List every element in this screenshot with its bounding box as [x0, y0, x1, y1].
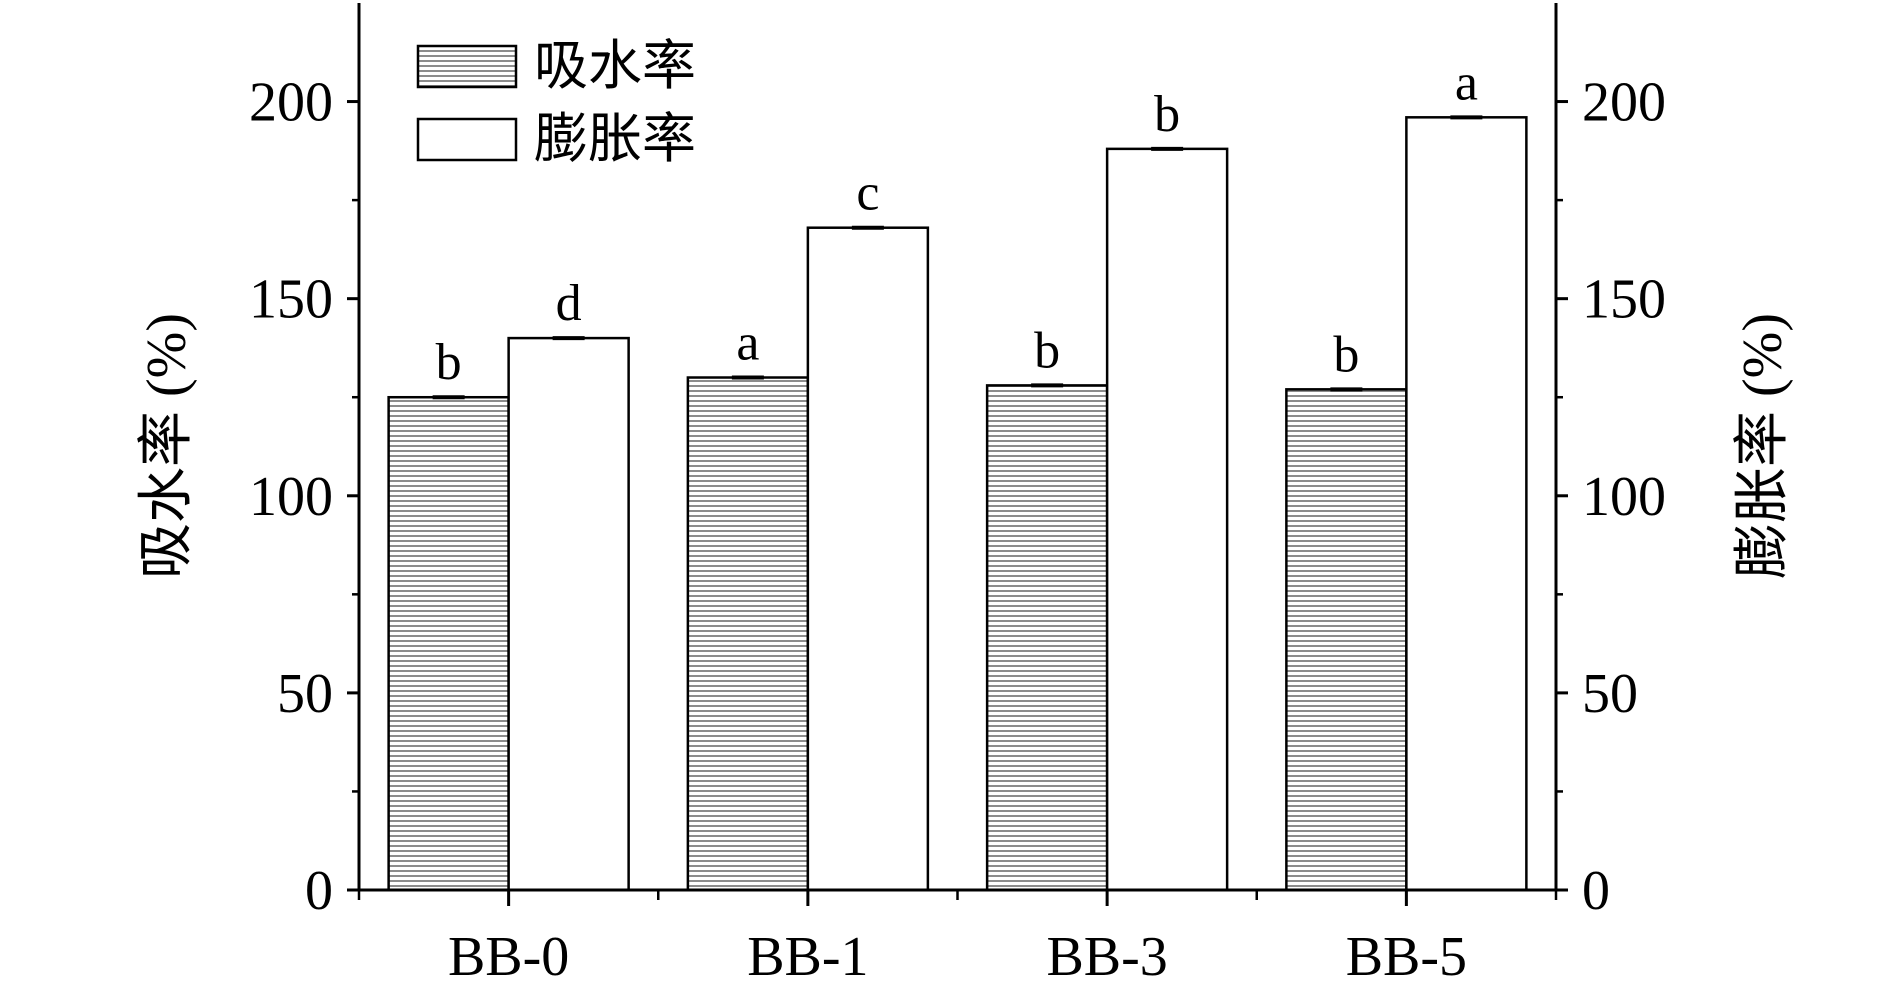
- bar-swelling-bb-5: [1405, 116, 1528, 892]
- significance-label: b: [1333, 326, 1359, 383]
- legend-swatch: [416, 44, 518, 89]
- bar-swelling-bb-1: [806, 226, 930, 892]
- right-tick-label: 100: [1582, 466, 1666, 528]
- left-tick-label: 0: [305, 860, 333, 922]
- significance-label: b: [1154, 86, 1180, 143]
- significance-label: b: [1034, 322, 1060, 379]
- bar-swelling-bb-0: [507, 336, 630, 892]
- bar-water-absorption-bb-3: [985, 384, 1109, 892]
- labels-layer: b d a c b b b a 0 0 50 50 100 100 150 150 200 200 BB-0 BB-1…: [136, 54, 1794, 986]
- bars-layer: [387, 115, 1528, 892]
- significance-label: a: [736, 315, 759, 372]
- left-tick-label: 100: [249, 466, 333, 528]
- bar-water-absorption-bb-5: [1285, 388, 1408, 892]
- legend-label: 吸水率: [534, 36, 696, 96]
- right-tick-label: 150: [1582, 269, 1666, 331]
- bar-water-absorption-bb-1: [686, 376, 810, 892]
- bar-water-absorption-bb-0: [387, 395, 510, 892]
- legend-label: 膨胀率: [534, 109, 696, 169]
- left-tick-label: 50: [277, 663, 333, 725]
- bar-swelling-bb-3: [1105, 147, 1229, 892]
- legend-swatch: [416, 117, 518, 162]
- right-tick-label: 50: [1582, 663, 1638, 725]
- left-axis-title: 吸水率 (%): [136, 313, 198, 579]
- category-label: BB-3: [1046, 926, 1167, 981]
- category-label: BB-5: [1346, 926, 1467, 981]
- significance-label: d: [556, 275, 582, 332]
- left-tick-label: 150: [249, 269, 333, 331]
- right-tick-label: 0: [1582, 860, 1610, 922]
- axes-layer: [347, 3, 1568, 906]
- significance-label: a: [1455, 54, 1478, 111]
- significance-label: c: [856, 165, 879, 222]
- right-axis-title: 膨胀率 (%): [1732, 313, 1794, 579]
- category-label: BB-0: [448, 926, 569, 981]
- right-tick-label: 200: [1582, 72, 1666, 134]
- category-label: BB-1: [747, 926, 868, 981]
- significance-label: b: [436, 334, 462, 391]
- left-tick-label: 200: [249, 72, 333, 134]
